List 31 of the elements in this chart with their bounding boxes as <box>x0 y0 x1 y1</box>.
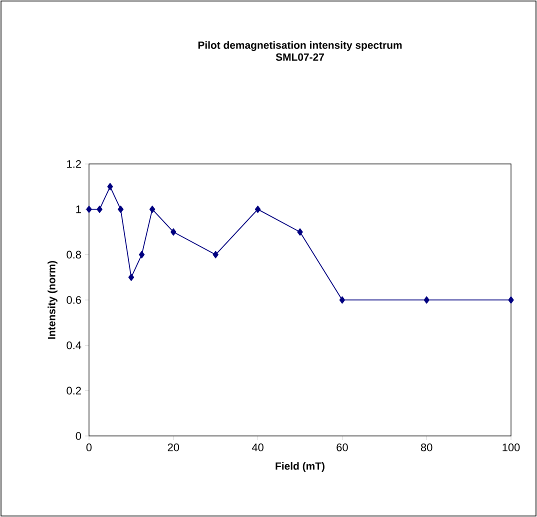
chart-subtitle: SML07-27 <box>276 53 324 61</box>
y-tick-label: 1 <box>76 206 81 214</box>
point <box>508 296 514 304</box>
x-axis-title: Field (mT) <box>276 462 324 472</box>
x-tick-label: 40 <box>252 444 264 452</box>
y-tick-label: 0.4 <box>66 341 82 350</box>
point <box>170 228 176 236</box>
y-tick-label: 0 <box>76 432 82 440</box>
point <box>254 206 261 213</box>
x-tick-label: 80 <box>420 444 432 452</box>
point <box>424 296 430 304</box>
point <box>107 183 113 190</box>
y-tick-label: 0.2 <box>66 386 81 395</box>
x-tick-label: 100 <box>502 444 520 452</box>
point <box>339 296 346 304</box>
point <box>149 206 156 213</box>
point <box>118 206 124 213</box>
point <box>96 206 102 213</box>
y-tick-label: 0.6 <box>66 296 82 304</box>
y-tick-label: 1.2 <box>67 160 81 168</box>
point <box>297 228 303 236</box>
point <box>128 274 134 281</box>
y-tick-label: 0.8 <box>66 250 82 259</box>
point <box>212 251 218 258</box>
x-tick-label: 0 <box>86 444 92 452</box>
point <box>86 206 92 213</box>
chart-title: Pilot demagnetisation intensity spectrum <box>198 41 402 51</box>
y-axis-title: Intensity (norm) <box>48 261 58 339</box>
point <box>138 251 145 258</box>
x-tick-label: 20 <box>168 444 180 452</box>
x-tick-label: 60 <box>336 444 348 452</box>
